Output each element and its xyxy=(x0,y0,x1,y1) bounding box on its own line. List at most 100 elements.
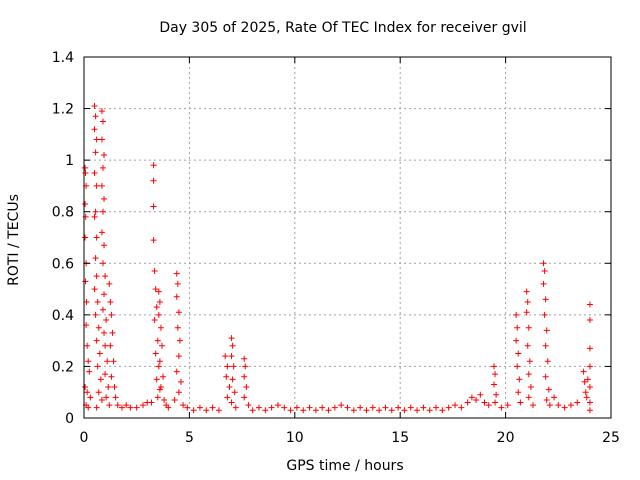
data-point xyxy=(95,389,102,396)
data-point xyxy=(228,399,235,406)
y-tick-label: 0.2 xyxy=(52,359,74,375)
data-point xyxy=(180,402,187,409)
data-point xyxy=(111,384,118,391)
data-point xyxy=(582,389,589,396)
data-point xyxy=(242,363,249,370)
data-point xyxy=(93,136,100,143)
data-point xyxy=(83,298,90,305)
data-point xyxy=(223,373,230,380)
data-point xyxy=(91,102,98,109)
data-point xyxy=(477,391,484,398)
data-point xyxy=(541,268,548,275)
data-point xyxy=(156,298,163,305)
data-point xyxy=(331,404,338,411)
data-point xyxy=(401,407,408,414)
data-point xyxy=(513,337,520,344)
data-point xyxy=(82,384,89,391)
data-point xyxy=(101,195,108,202)
data-point xyxy=(112,394,119,401)
data-point xyxy=(93,273,100,280)
data-point xyxy=(388,407,395,414)
data-point xyxy=(155,311,162,318)
data-point xyxy=(241,373,248,380)
data-point xyxy=(228,353,235,360)
data-point xyxy=(82,170,89,177)
data-point xyxy=(514,324,521,331)
data-point xyxy=(101,151,108,158)
data-point xyxy=(543,396,550,403)
data-point xyxy=(93,234,100,241)
data-point xyxy=(241,355,248,362)
data-point xyxy=(104,358,111,365)
data-point xyxy=(82,278,89,285)
data-point xyxy=(551,394,558,401)
data-point xyxy=(407,404,414,411)
data-point xyxy=(586,301,593,308)
data-point xyxy=(91,213,98,220)
data-point xyxy=(420,404,427,411)
data-point xyxy=(561,404,568,411)
x-axis-label: GPS time / hours xyxy=(286,458,403,474)
data-point xyxy=(118,404,125,411)
data-point xyxy=(175,389,182,396)
data-point xyxy=(203,407,210,414)
data-point xyxy=(222,353,229,360)
data-point xyxy=(363,407,370,414)
data-point xyxy=(255,404,262,411)
y-axis-tick-labels: 0 0.2 0.4 0.6 0.8 1 1.2 1.4 xyxy=(52,50,74,427)
data-point xyxy=(464,399,471,406)
data-point xyxy=(515,350,522,357)
y-tick-label: 0.6 xyxy=(52,256,74,272)
data-point xyxy=(155,363,162,370)
data-point xyxy=(94,298,101,305)
data-point xyxy=(108,373,115,380)
data-point xyxy=(530,402,537,409)
data-point xyxy=(544,358,551,365)
data-point xyxy=(586,399,593,406)
data-point xyxy=(101,329,108,336)
data-point xyxy=(300,407,307,414)
data-point xyxy=(274,402,281,409)
data-point xyxy=(580,368,587,375)
data-point xyxy=(293,404,300,411)
data-point xyxy=(586,345,593,352)
data-point xyxy=(171,396,178,403)
data-point xyxy=(98,396,105,403)
y-tick-label: 0.8 xyxy=(52,205,74,221)
data-point xyxy=(338,402,345,409)
data-point xyxy=(491,363,498,370)
data-point xyxy=(92,255,99,262)
data-point xyxy=(249,407,256,414)
data-point xyxy=(154,337,161,344)
data-point xyxy=(190,407,197,414)
data-point xyxy=(107,298,114,305)
data-point xyxy=(287,407,294,414)
data-point xyxy=(150,162,157,169)
data-point xyxy=(98,182,105,189)
data-point xyxy=(157,384,164,391)
data-point xyxy=(99,306,106,313)
data-point xyxy=(99,164,106,171)
data-point xyxy=(516,376,523,383)
data-point xyxy=(196,404,203,411)
data-point xyxy=(109,329,116,336)
data-point xyxy=(523,309,530,316)
y-tick-label: 0 xyxy=(65,411,74,427)
data-point xyxy=(433,404,440,411)
data-point xyxy=(92,149,99,156)
data-point xyxy=(87,394,94,401)
data-point xyxy=(414,407,421,414)
data-point xyxy=(492,371,499,378)
data-point xyxy=(155,288,162,295)
data-point xyxy=(158,342,165,349)
data-point xyxy=(526,358,533,365)
data-point xyxy=(439,407,446,414)
data-point xyxy=(93,182,100,189)
data-point xyxy=(542,342,549,349)
data-point xyxy=(491,381,498,388)
y-tick-label: 1 xyxy=(65,153,74,169)
x-tick-label: 10 xyxy=(286,430,304,446)
data-point xyxy=(209,404,216,411)
data-point xyxy=(133,404,140,411)
data-point xyxy=(82,200,89,207)
